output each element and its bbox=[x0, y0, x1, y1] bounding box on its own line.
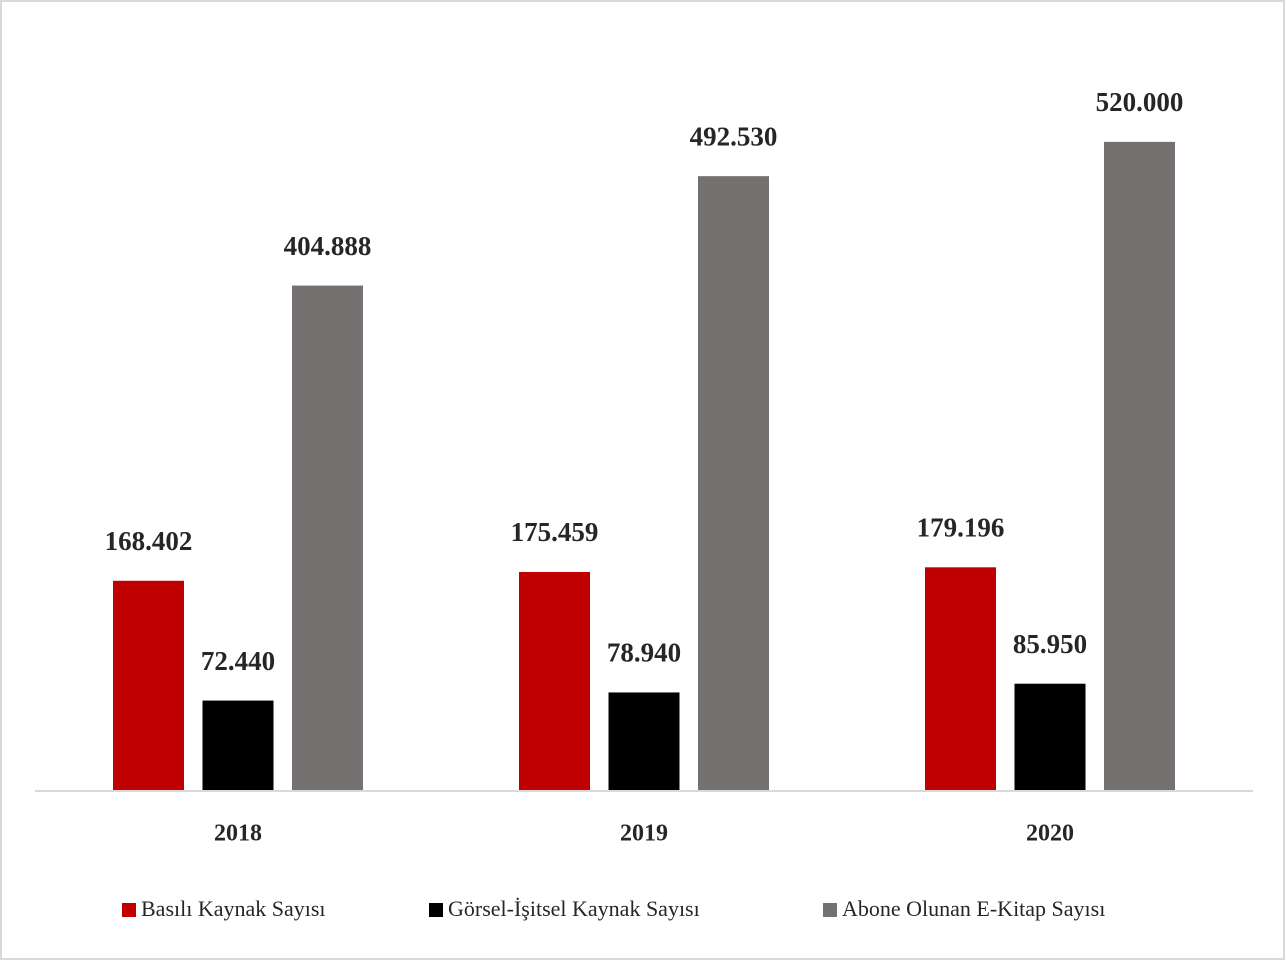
bar bbox=[292, 285, 363, 791]
data-label: 72.440 bbox=[201, 646, 275, 676]
bar bbox=[113, 580, 184, 791]
bar bbox=[925, 567, 996, 791]
data-label: 179.196 bbox=[917, 513, 1005, 543]
bar bbox=[1104, 141, 1175, 791]
data-label: 404.888 bbox=[284, 231, 372, 261]
bar bbox=[202, 700, 274, 791]
data-label: 78.940 bbox=[607, 638, 681, 668]
x-tick-label: 2020 bbox=[1026, 821, 1074, 847]
data-label: 520.000 bbox=[1096, 87, 1184, 117]
legend-swatch bbox=[122, 903, 136, 917]
x-tick-label: 2019 bbox=[620, 821, 668, 847]
data-label: 85.950 bbox=[1013, 629, 1087, 659]
legend-label: Basılı Kaynak Sayısı bbox=[141, 896, 326, 921]
bar bbox=[698, 176, 769, 791]
legend-swatch bbox=[429, 903, 443, 917]
data-label: 492.530 bbox=[690, 121, 778, 151]
legend-label: Görsel-İşitsel Kaynak Sayısı bbox=[448, 896, 700, 921]
bar bbox=[608, 692, 680, 791]
legend-swatch bbox=[823, 903, 837, 917]
bar bbox=[519, 571, 590, 791]
data-label: 168.402 bbox=[105, 526, 193, 556]
bar bbox=[1014, 683, 1086, 791]
data-label: 175.459 bbox=[511, 517, 599, 547]
legend-label: Abone Olunan E-Kitap Sayısı bbox=[842, 896, 1105, 921]
x-tick-label: 2018 bbox=[214, 821, 262, 847]
